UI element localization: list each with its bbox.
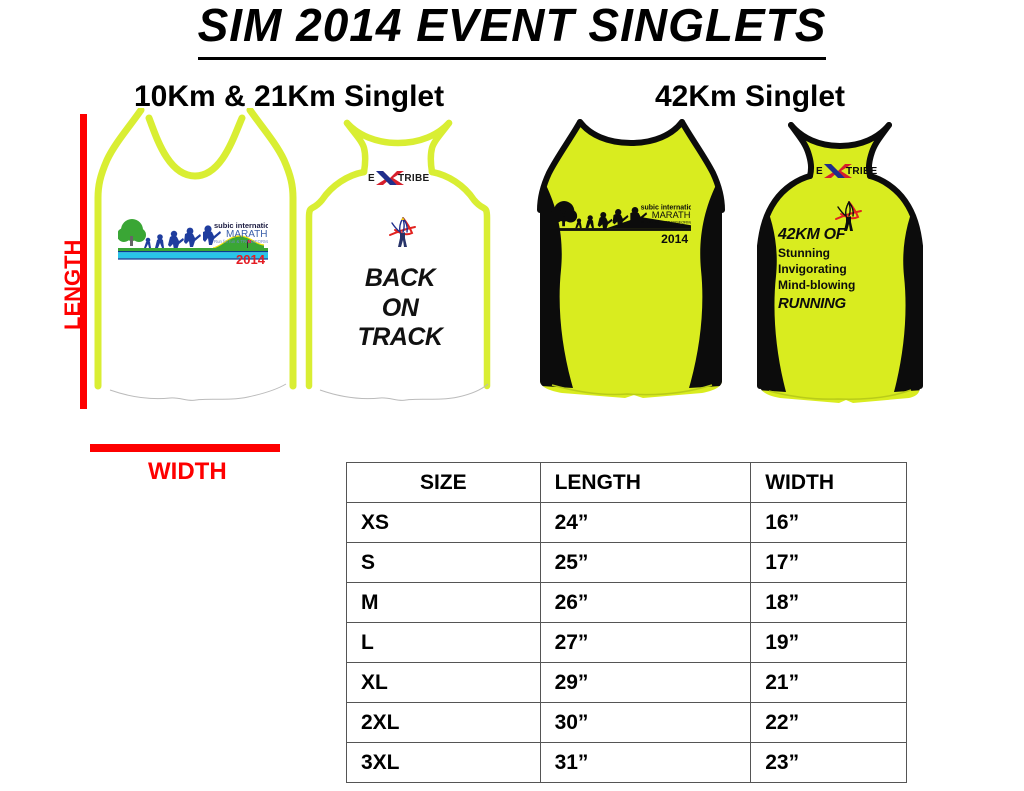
svg-text:Run for fun & TRANSFORMATION: Run for fun & TRANSFORMATION bbox=[641, 219, 691, 224]
svg-text:MARATHON: MARATHON bbox=[652, 210, 691, 220]
svg-text:E: E bbox=[816, 166, 823, 177]
svg-text:TRIBE: TRIBE bbox=[398, 173, 430, 184]
svg-text:E: E bbox=[368, 173, 375, 184]
svg-text:Run for fun & TRANSFORMATION: Run for fun & TRANSFORMATION bbox=[214, 239, 268, 244]
svg-text:TRIBE: TRIBE bbox=[846, 166, 878, 177]
svg-text:2014: 2014 bbox=[236, 252, 266, 266]
svg-text:2014: 2014 bbox=[661, 232, 688, 245]
